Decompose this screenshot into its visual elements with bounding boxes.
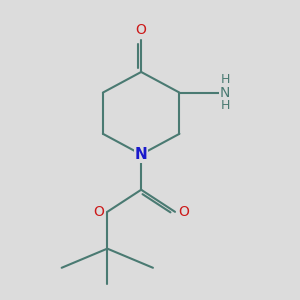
Text: H: H (221, 73, 230, 86)
Text: N: N (135, 147, 148, 162)
Text: O: O (178, 205, 189, 219)
Text: O: O (94, 205, 104, 219)
Text: O: O (136, 22, 147, 37)
Text: H: H (221, 99, 230, 112)
Text: N: N (219, 85, 230, 100)
